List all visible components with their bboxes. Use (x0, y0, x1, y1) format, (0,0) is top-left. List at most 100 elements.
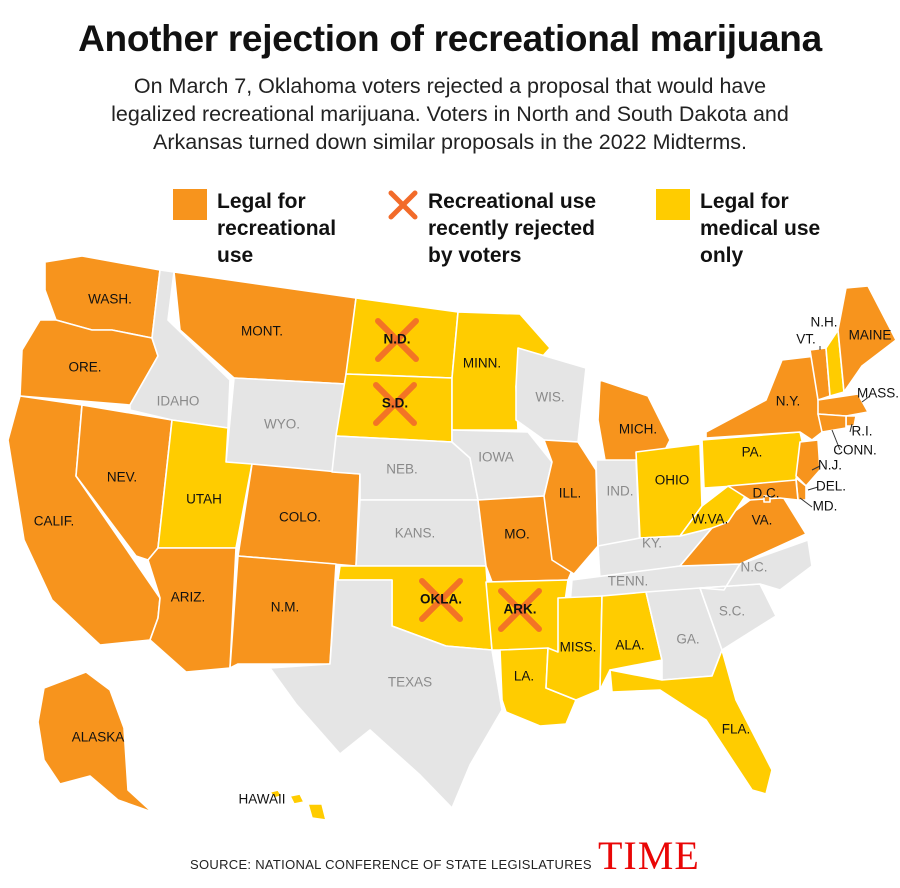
state-label-or: ORE. (68, 360, 101, 375)
legend-item-rejected: Recreational use recently rejected by vo… (388, 188, 596, 269)
state-label-ga: GA. (676, 632, 699, 647)
state-label-nv: NEV. (107, 470, 137, 485)
leader-line-de (807, 486, 819, 491)
state-dc (763, 495, 771, 503)
state-label-wy: WYO. (264, 417, 300, 432)
state-label-pa: PA. (742, 445, 763, 460)
leader-line-nj (811, 465, 821, 471)
legend-item-recreational: Legal for recreational use (173, 188, 336, 269)
state-tx (269, 579, 503, 809)
state-label-fl: FLA. (722, 722, 751, 737)
legend: Legal for recreational use Recreational … (0, 188, 900, 270)
state-label-md: MD. (813, 499, 838, 514)
state-label-ma: MASS. (857, 386, 899, 401)
state-label-va: VA. (752, 513, 773, 528)
state-label-il: ILL. (559, 486, 582, 501)
state-label-nm: N.M. (271, 600, 300, 615)
state-label-mt: MONT. (241, 324, 283, 339)
state-label-ak: ALASKA (72, 730, 125, 745)
state-label-ia: IOWA (478, 450, 514, 465)
legend-label-line: use (217, 244, 254, 267)
state-label-nj: N.J. (818, 458, 842, 473)
rejected-x-icon (498, 588, 542, 632)
subtitle-line: legalized recreational marijuana. Voters… (111, 102, 789, 126)
state-label-ca: CALIF. (34, 514, 75, 529)
state-nm (229, 555, 337, 669)
state-label-tn: TENN. (608, 574, 649, 589)
state-label-mo: MO. (504, 527, 530, 542)
state-ma (817, 393, 869, 417)
legend-label-line: Legal for (700, 190, 789, 213)
state-label-nc: N.C. (741, 560, 768, 575)
x-mark-icon (388, 190, 418, 220)
leader-line-ma (861, 395, 871, 403)
time-logo: TIME (598, 833, 700, 878)
medical-swatch (656, 189, 690, 220)
state-label-ks: KANS. (395, 526, 436, 541)
state-al (599, 591, 663, 691)
state-ny (705, 355, 831, 441)
state-label-al: ALA. (615, 638, 644, 653)
rejected-x-icon (373, 382, 417, 426)
legend-label-line: recreational (217, 217, 337, 240)
state-ct (817, 413, 847, 433)
legend-label-line: only (700, 244, 744, 267)
state-label-me: MAINE (849, 328, 892, 343)
state-label-id: IDAHO (157, 394, 200, 409)
state-label-co: COLO. (279, 510, 321, 525)
state-label-wi: WIS. (535, 390, 564, 405)
state-fl (609, 649, 773, 795)
leader-line-md (799, 497, 813, 508)
rejected-x-icon (375, 318, 419, 362)
state-label-wa: WASH. (88, 292, 132, 307)
source-note: SOURCE: NATIONAL CONFERENCE OF STATE LEG… (190, 857, 592, 872)
state-label-ar: ARK. (504, 602, 537, 617)
state-me (837, 285, 897, 393)
state-label-la: LA. (514, 669, 534, 684)
state-label-ri: R.I. (851, 424, 872, 439)
legend-label-line: by voters (428, 244, 522, 267)
state-label-ny: N.Y. (776, 394, 801, 409)
state-label-nh: N.H. (811, 315, 838, 330)
state-label-ms: MISS. (560, 640, 597, 655)
state-label-ut: UTAH (186, 492, 222, 507)
subtitle-line: On March 7, Oklahoma voters rejected a p… (133, 74, 767, 98)
legend-label-line: Legal for (217, 190, 306, 213)
legend-item-medical: Legal for medical use only (656, 188, 820, 269)
leader-line-ct (831, 429, 841, 451)
state-label-dc: D.C. (753, 486, 780, 501)
state-hi (269, 789, 327, 821)
leader-line-ri (849, 423, 853, 433)
state-label-wv: W.VA. (692, 512, 729, 527)
state-az (147, 547, 237, 673)
state-label-nd: N.D. (384, 332, 411, 347)
state-label-mi: MICH. (619, 422, 657, 437)
state-label-oh: OHIO (655, 473, 690, 488)
state-ak (37, 671, 153, 813)
state-label-hi: HAWAII (239, 792, 286, 807)
state-label-de: DEL. (816, 479, 846, 494)
state-label-sc: S.C. (719, 604, 745, 619)
rejected-x-icon (419, 578, 463, 622)
state-label-ok: OKLA. (420, 592, 462, 607)
state-nc (699, 539, 813, 591)
state-md (727, 479, 799, 501)
subtitle: On March 7, Oklahoma voters rejected a p… (40, 72, 860, 156)
state-label-ne: NEB. (386, 462, 418, 477)
legend-label-line: medical use (700, 217, 821, 240)
recreational-swatch (173, 189, 207, 220)
state-label-in: IND. (607, 484, 634, 499)
state-label-sd: S.D. (382, 396, 408, 411)
state-label-vt: VT. (796, 332, 816, 347)
state-label-ky: KY. (642, 536, 662, 551)
state-il (543, 439, 599, 575)
legend-label-line: Recreational use (428, 190, 597, 213)
page-title: Another rejection of recreational mariju… (78, 18, 822, 59)
state-label-tx: TEXAS (388, 675, 432, 690)
state-nj (795, 439, 821, 487)
state-label-az: ARIZ. (171, 590, 206, 605)
state-label-mn: MINN. (463, 356, 501, 371)
state-label-ct: CONN. (833, 443, 877, 458)
legend-label-line: recently rejected (428, 217, 595, 240)
